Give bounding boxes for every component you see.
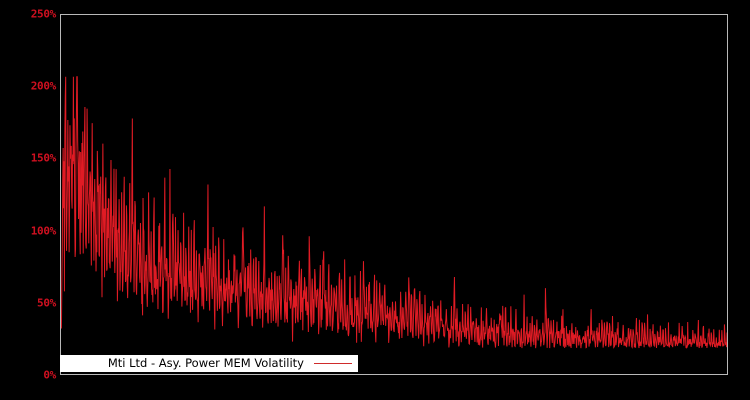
y-tick-label: 50% xyxy=(37,296,56,310)
y-tick-label: 0% xyxy=(43,368,56,382)
y-tick-label: 250% xyxy=(30,7,57,21)
chart-legend: Mti Ltd - Asy. Power MEM Volatility xyxy=(60,355,358,372)
legend-label: Mti Ltd - Asy. Power MEM Volatility xyxy=(107,355,304,370)
line-swatch-icon xyxy=(314,363,352,364)
volatility-series-plot xyxy=(61,76,727,349)
y-tick-label: 200% xyxy=(30,79,57,93)
y-tick-label: 100% xyxy=(30,224,57,238)
y-tick-label: 150% xyxy=(30,151,57,165)
y-axis-tick-labels: 0% 50% 100% 150% 200% 250% xyxy=(0,0,57,400)
series-line-mti-ltd xyxy=(61,76,727,349)
plot-area-frame xyxy=(60,14,728,375)
